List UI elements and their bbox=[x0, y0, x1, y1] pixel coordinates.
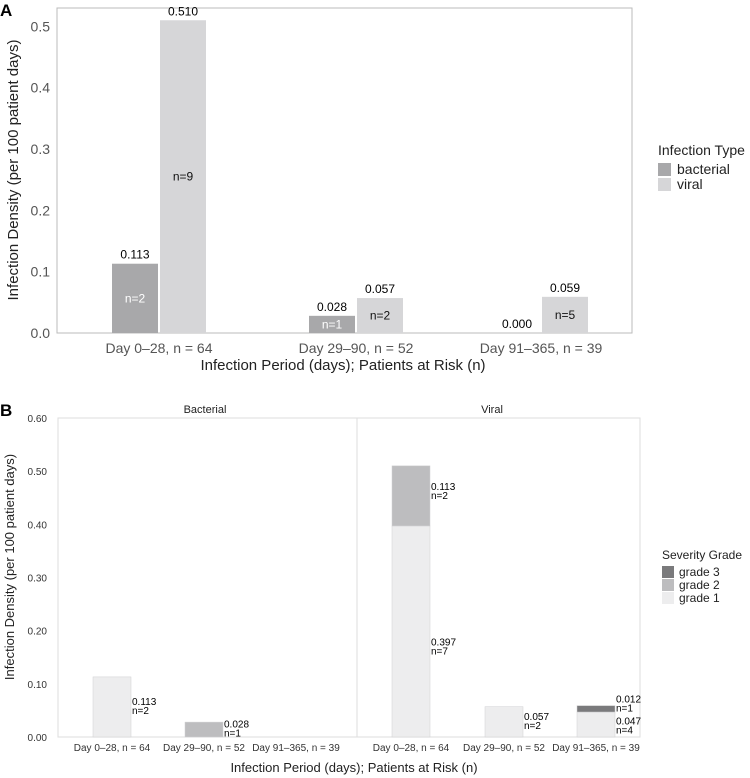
x-tick-label: Day 29–90, n = 52 bbox=[299, 340, 414, 356]
bar-value-label: 0.000 bbox=[502, 317, 532, 331]
segment-value-label: 0.113 bbox=[431, 482, 456, 493]
legend-label-grade-3: grade 3 bbox=[679, 565, 720, 579]
y-tick-label: 0.3 bbox=[31, 141, 51, 157]
y-tick-label: 0.1 bbox=[31, 264, 51, 280]
segment-n-label: n=2 bbox=[524, 721, 541, 732]
bar-segment-grade-1 bbox=[92, 676, 132, 738]
y-tick-label: 0.2 bbox=[31, 202, 51, 218]
y-tick-label: 0.00 bbox=[28, 733, 48, 744]
bar-viral bbox=[357, 298, 403, 333]
segment-n-label: n=2 bbox=[132, 706, 149, 717]
x-tick-label: Day 0–28, n = 64 bbox=[105, 340, 212, 356]
legend-swatch-grade-2 bbox=[662, 579, 674, 591]
legend-swatch-bacterial bbox=[658, 163, 671, 176]
panel-b: B 0.00 0.10 0.20 0.30 0.40 0.50 0.60 Bacterial Da… bbox=[0, 401, 742, 775]
y-tick-label: 0.40 bbox=[28, 520, 48, 531]
bar-n-label: n=1 bbox=[322, 317, 343, 331]
segment-n-label: n=1 bbox=[224, 729, 241, 740]
bar-segment-grade-2 bbox=[184, 721, 224, 738]
x-axis-title: Infection Period (days); Patients at Ris… bbox=[230, 760, 477, 775]
segment-value-label: 0.047 bbox=[616, 717, 641, 728]
bar-n-label: n=2 bbox=[370, 309, 391, 323]
segment-n-label: n=4 bbox=[616, 726, 633, 737]
y-axis-title: Infection Density (per 100 patient days) bbox=[2, 454, 17, 680]
x-tick-label: Day 0–28, n = 64 bbox=[74, 743, 151, 754]
y-tick-label: 0.20 bbox=[28, 627, 48, 638]
panel-letter-a: A bbox=[0, 1, 12, 20]
x-tick-label: Day 29–90, n = 52 bbox=[163, 743, 245, 754]
legend-label-viral: viral bbox=[677, 176, 703, 192]
x-axis-title: Infection Period (days); Patients at Ris… bbox=[200, 357, 485, 374]
facet-title: Viral bbox=[481, 404, 503, 416]
bar-segment-grade-1 bbox=[484, 706, 524, 738]
x-tick-label: Day 91–365, n = 39 bbox=[252, 743, 340, 754]
bar-bacterial bbox=[309, 315, 355, 333]
legend-swatch-grade-1 bbox=[662, 592, 674, 604]
facet-title: Bacterial bbox=[184, 404, 227, 416]
bar-viral bbox=[160, 20, 206, 333]
bar-n-label: n=9 bbox=[173, 170, 194, 184]
x-tick-label: Day 91–365, n = 39 bbox=[552, 743, 640, 754]
bar-segment-grade-1 bbox=[391, 525, 431, 738]
bar-value-label: 0.028 bbox=[317, 300, 347, 314]
x-tick-label: Day 29–90, n = 52 bbox=[463, 743, 545, 754]
y-axis-title: Infection Density (per 100 patient days) bbox=[5, 40, 22, 301]
bar-segment-grade-3 bbox=[576, 705, 616, 713]
bar-segment-grade-2 bbox=[391, 465, 431, 527]
bar-segment-grade-1 bbox=[576, 711, 616, 738]
segment-value-label: 0.113 bbox=[132, 697, 157, 708]
legend-label-bacterial: bacterial bbox=[677, 161, 730, 177]
x-tick-label: Day 91–365, n = 39 bbox=[480, 340, 603, 356]
panel-letter-b: B bbox=[0, 401, 12, 420]
y-tick-label: 0.50 bbox=[28, 467, 48, 478]
segment-n-label: n=1 bbox=[616, 704, 633, 715]
segment-value-label: 0.057 bbox=[524, 712, 549, 723]
legend-swatch-grade-3 bbox=[662, 566, 674, 578]
bar-n-label: n=5 bbox=[555, 308, 576, 322]
x-tick-label: Day 0–28, n = 64 bbox=[373, 743, 450, 754]
legend-label-grade-2: grade 2 bbox=[679, 578, 720, 592]
segment-value-label: 0.028 bbox=[224, 720, 249, 731]
bar-value-label: 0.059 bbox=[550, 281, 580, 295]
y-tick-label: 0.60 bbox=[28, 414, 48, 425]
legend-swatch-viral bbox=[658, 178, 671, 191]
bar-value-label: 0.057 bbox=[365, 282, 395, 296]
panel-a: A 0.0 0.1 0.2 0.3 0.4 0.5 Day 0–28, n = 64 Day 2… bbox=[0, 1, 745, 374]
bar-n-label: n=2 bbox=[125, 291, 146, 305]
legend-label-grade-1: grade 1 bbox=[679, 591, 720, 605]
bar-bacterial bbox=[112, 263, 158, 333]
segment-n-label: n=7 bbox=[431, 646, 448, 657]
segment-value-label: 0.012 bbox=[616, 695, 641, 706]
bar-value-label: 0.113 bbox=[120, 248, 149, 262]
bar-viral bbox=[542, 296, 588, 333]
y-tick-label: 0.4 bbox=[31, 80, 51, 96]
legend-title: Severity Grade bbox=[662, 548, 742, 562]
y-tick-label: 0.30 bbox=[28, 574, 48, 585]
segment-value-label: 0.397 bbox=[431, 637, 456, 648]
y-tick-label: 0.5 bbox=[31, 18, 51, 34]
y-tick-label: 0.0 bbox=[31, 325, 51, 341]
segment-n-label: n=2 bbox=[431, 491, 448, 502]
bar-value-label: 0.510 bbox=[168, 4, 198, 18]
y-tick-label: 0.10 bbox=[28, 680, 48, 691]
legend-title: Infection Type bbox=[658, 142, 745, 158]
